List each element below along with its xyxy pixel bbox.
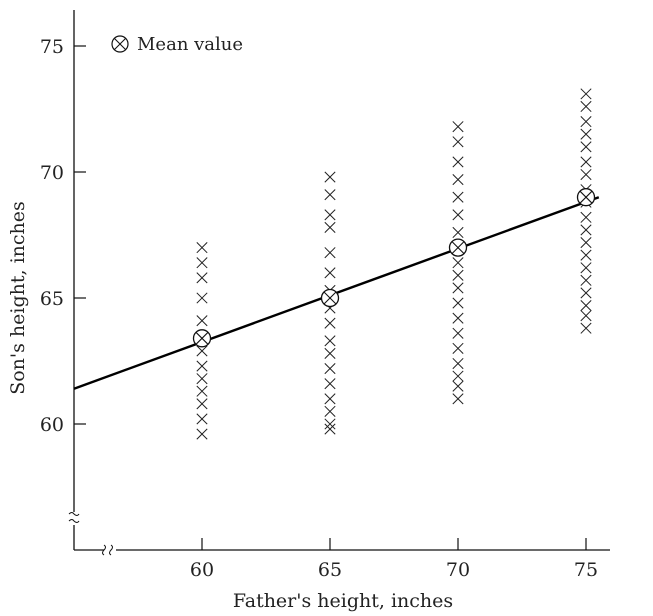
data-point: [452, 282, 464, 294]
data-point: [452, 269, 464, 281]
data-point: [452, 380, 464, 392]
data-point: [196, 257, 208, 269]
data-point: [324, 189, 336, 201]
data-point: [580, 116, 592, 128]
data-point: [580, 237, 592, 249]
data-point: [324, 335, 336, 347]
data-point: [452, 393, 464, 405]
y-tick-label: 65: [40, 288, 64, 310]
data-point: [196, 292, 208, 304]
data-point: [196, 345, 208, 357]
data-point: [324, 393, 336, 405]
data-point: [580, 262, 592, 274]
data-point: [580, 224, 592, 236]
data-point: [324, 221, 336, 233]
data-point: [324, 405, 336, 417]
data-point: [196, 373, 208, 385]
data-point: [580, 310, 592, 322]
mean-marker: [448, 238, 468, 257]
data-point: [580, 141, 592, 153]
data-point: [324, 423, 336, 435]
x-ticks: 60 65 70 75: [190, 538, 598, 581]
mean-markers: [192, 188, 596, 348]
x-tick-label: 70: [446, 559, 470, 581]
data-point: [324, 347, 336, 359]
data-point: [196, 428, 208, 440]
data-points: [196, 88, 592, 440]
mean-marker: [192, 329, 212, 348]
data-point: [324, 418, 336, 430]
x-tick-label: 75: [574, 559, 598, 581]
x-axis-break: [102, 544, 113, 556]
y-tick-label: 70: [40, 162, 64, 184]
data-point: [324, 209, 336, 221]
data-point: [580, 168, 592, 181]
data-point: [580, 128, 592, 140]
data-point: [580, 249, 592, 261]
data-point: [580, 100, 592, 113]
data-point: [452, 370, 464, 382]
data-point: [324, 171, 336, 183]
data-point: [452, 327, 464, 339]
x-tick-label: 65: [318, 559, 342, 581]
data-point: [196, 360, 208, 372]
data-point: [580, 322, 592, 334]
legend: Mean value: [111, 34, 243, 55]
legend-label: Mean value: [137, 34, 243, 55]
data-point: [196, 242, 208, 254]
data-point: [580, 300, 592, 312]
y-ticks: 60 65 70 75: [40, 36, 86, 436]
data-point: [452, 257, 464, 269]
data-point: [580, 287, 592, 299]
data-point: [452, 191, 464, 203]
data-point: [452, 357, 464, 370]
y-tick-label: 60: [40, 414, 64, 436]
data-point: [324, 378, 336, 390]
data-point: [324, 317, 336, 329]
data-point: [452, 342, 464, 354]
data-point: [324, 267, 336, 279]
mean-marker: [576, 188, 596, 207]
mean-marker: [320, 288, 340, 308]
data-point: [580, 274, 592, 286]
data-point: [196, 272, 208, 284]
data-point: [580, 211, 592, 223]
legend-mean-marker-icon: [111, 35, 129, 53]
data-point: [196, 385, 208, 397]
data-point: [452, 174, 464, 186]
y-axis-break: [68, 512, 80, 523]
data-point: [452, 136, 464, 148]
data-point: [452, 226, 464, 239]
x-tick-label: 60: [190, 559, 214, 581]
data-point: [452, 156, 464, 168]
data-point: [196, 315, 208, 327]
data-point: [324, 363, 336, 375]
data-point: [324, 247, 336, 259]
data-point: [196, 413, 208, 425]
data-point: [452, 312, 464, 324]
data-point: [452, 209, 464, 221]
data-point: [196, 398, 208, 410]
data-point: [452, 121, 464, 133]
y-tick-label: 75: [40, 36, 64, 58]
data-point: [580, 156, 592, 168]
x-axis-title: Father's height, inches: [233, 590, 453, 612]
data-point: [452, 297, 464, 309]
y-axis-title: Son's height, inches: [7, 201, 29, 395]
data-point: [580, 88, 592, 100]
